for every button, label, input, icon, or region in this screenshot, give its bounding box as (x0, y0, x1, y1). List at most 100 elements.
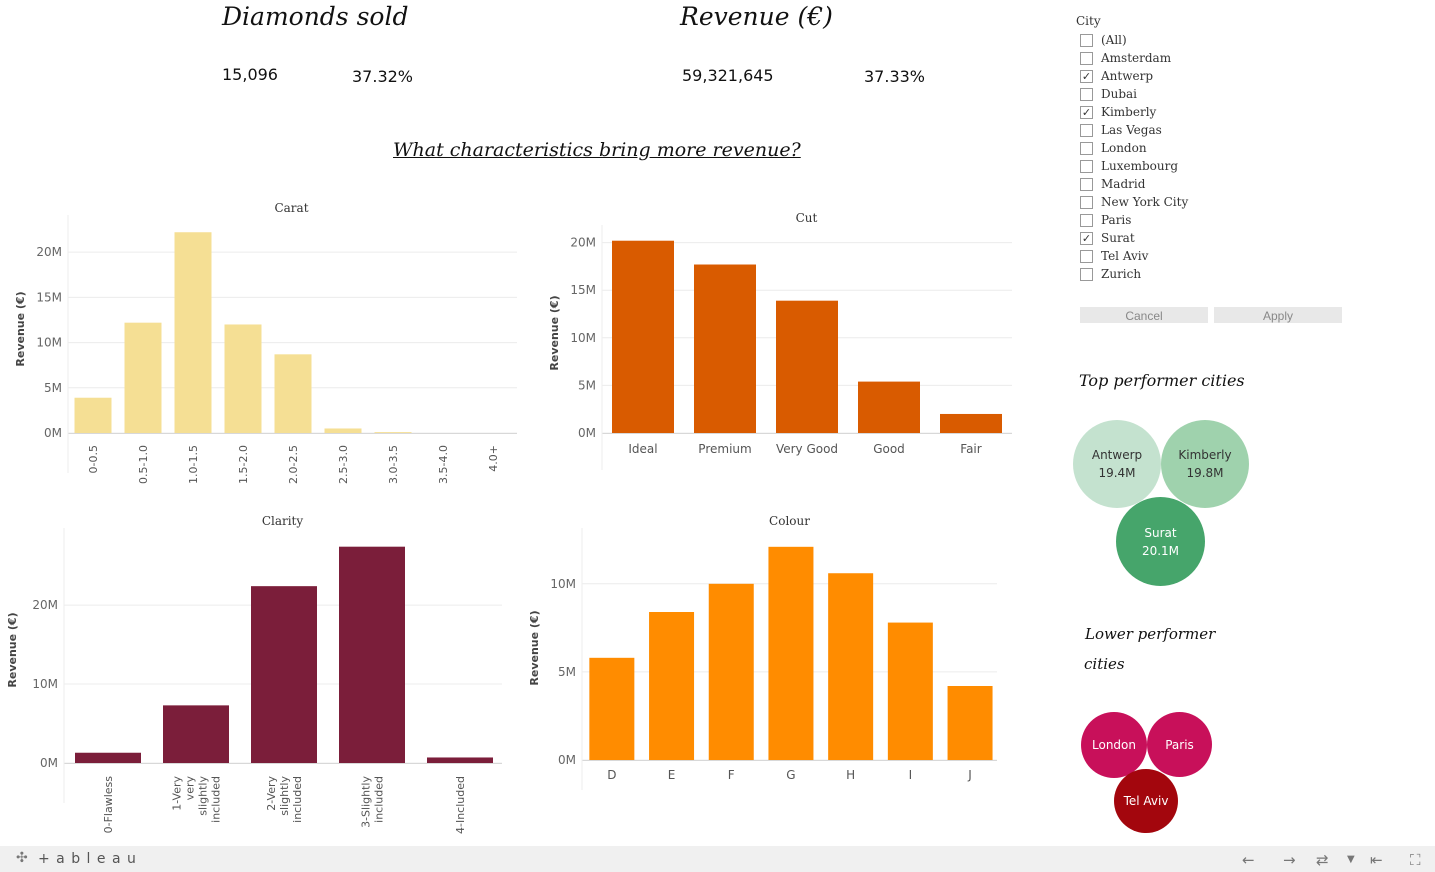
bubble-antwerp[interactable]: Antwerp 19.4M (1073, 420, 1161, 508)
colour-bar-i[interactable] (887, 622, 933, 760)
clarity-bar-3-slightly-included[interactable] (339, 546, 405, 763)
city-filter-list: (All) Amsterdam ✓ Antwerp Dubai ✓ Kimberly Las … (1080, 31, 1260, 291)
checkbox[interactable] (1080, 249, 1093, 263)
cut-ytick-label: 5M (578, 378, 596, 392)
tableau-logo-icon[interactable]: ✣ (16, 850, 28, 866)
city-option-label: Luxembourg (1101, 159, 1178, 173)
revert-icon[interactable]: ⇄ (1316, 851, 1329, 869)
city-option[interactable]: Luxembourg (1080, 157, 1178, 175)
reset-icon[interactable]: ⇤ (1370, 851, 1383, 869)
bubble-kimberly[interactable]: Kimberly 19.8M (1161, 420, 1249, 508)
cut-category-label: Ideal (628, 442, 657, 456)
lower-cities-title-line2: cities (1084, 655, 1125, 673)
fullscreen-icon[interactable]: ⛶ (1410, 851, 1421, 869)
city-option[interactable]: Paris (1080, 211, 1131, 229)
city-option[interactable]: ✓ Antwerp (1080, 67, 1153, 85)
clarity-bar-4-included[interactable] (427, 757, 493, 763)
carat-bar-3-0-3-5[interactable] (374, 432, 412, 433)
colour-bar-d[interactable] (589, 657, 635, 760)
clarity-category-label: slightly (278, 776, 291, 816)
colour-category-label: H (846, 768, 855, 782)
cut-bar-very-good[interactable] (776, 300, 838, 433)
city-option[interactable]: Amsterdam (1080, 49, 1171, 67)
undo-icon[interactable]: ← (1242, 851, 1255, 869)
carat-ytick-label: 15M (36, 290, 62, 304)
city-option[interactable]: Zurich (1080, 265, 1141, 283)
checkbox[interactable] (1080, 87, 1093, 101)
chevron-down-icon[interactable]: ▼ (1347, 854, 1355, 865)
colour-category-label: D (607, 768, 616, 782)
cut-category-label: Premium (698, 442, 751, 456)
cancel-button[interactable]: Cancel (1080, 307, 1208, 323)
city-option[interactable]: Las Vegas (1080, 121, 1162, 139)
clarity-category-label: 3-Slightly (360, 776, 373, 828)
cut-bar-ideal[interactable] (612, 240, 674, 433)
checkbox[interactable] (1080, 141, 1093, 155)
city-option[interactable]: Tel Aviv (1080, 247, 1148, 265)
city-option[interactable]: New York City (1080, 193, 1188, 211)
colour-chart-svg: 0M 5M 10M D E F G H I J Revenue (€) (528, 528, 997, 790)
bubble-tel-aviv[interactable]: Tel Aviv (1114, 769, 1178, 833)
clarity-category-label: very (184, 776, 197, 801)
cut-bar-good[interactable] (858, 381, 920, 433)
checkbox[interactable] (1080, 51, 1093, 65)
carat-category-label: 0-0.5 (87, 445, 100, 473)
checkbox[interactable] (1080, 159, 1093, 173)
colour-category-label: I (909, 768, 913, 782)
city-option-label: Tel Aviv (1101, 249, 1149, 263)
cut-bar-premium[interactable] (694, 264, 756, 433)
cut-ytick-label: 0M (578, 426, 596, 440)
city-option-label: London (1101, 141, 1147, 155)
city-option[interactable]: (All) (1080, 31, 1127, 49)
city-option[interactable]: London (1080, 139, 1147, 157)
bubble-surat[interactable]: Surat 20.1M (1116, 497, 1205, 586)
bubble-surat-value: 20.1M (1141, 543, 1180, 558)
clarity-bar-1-very-very-slightly-included[interactable] (163, 705, 229, 763)
city-option[interactable]: ✓ Surat (1080, 229, 1135, 247)
colour-ytick-label: 5M (558, 665, 576, 679)
checkbox[interactable] (1080, 177, 1093, 191)
city-option[interactable]: Madrid (1080, 175, 1145, 193)
bubble-antwerp-name: Antwerp (1091, 448, 1143, 462)
colour-bar-e[interactable] (649, 612, 695, 760)
checkbox-checked[interactable]: ✓ (1080, 105, 1093, 119)
bubble-kimberly-name: Kimberly (1178, 448, 1232, 462)
carat-bar-2-5-3-0[interactable] (324, 428, 362, 433)
redo-icon[interactable]: → (1283, 851, 1296, 869)
cut-ytick-label: 10M (570, 331, 596, 345)
checkbox[interactable] (1080, 123, 1093, 137)
carat-category-label: 3.5-4.0 (437, 445, 450, 484)
checkbox[interactable] (1080, 195, 1093, 209)
carat-bar-1-0-1-5[interactable] (174, 232, 212, 433)
colour-bar-f[interactable] (708, 583, 754, 760)
colour-bar-j[interactable] (947, 686, 993, 760)
carat-bar-0-5-1-0[interactable] (124, 322, 162, 433)
bubble-london[interactable]: London (1081, 712, 1147, 778)
checkbox-checked[interactable]: ✓ (1080, 69, 1093, 83)
checkbox[interactable] (1080, 267, 1093, 281)
carat-bar-1-5-2-0[interactable] (224, 324, 262, 433)
checkbox[interactable] (1080, 213, 1093, 227)
colour-chart: Colour 0M 5M 10M D E F G H I J Revenue (€) (520, 508, 1010, 790)
cut-bar-fair[interactable] (940, 413, 1002, 433)
city-option[interactable]: Dubai (1080, 85, 1137, 103)
carat-category-label: 1.5-2.0 (237, 445, 250, 484)
clarity-bar-0-flawless[interactable] (75, 752, 141, 763)
diamonds-sold-pct: 37.32% (352, 67, 414, 86)
clarity-category-label: 2-Very (265, 776, 278, 811)
colour-bar-h[interactable] (828, 573, 874, 760)
city-option[interactable]: ✓ Kimberly (1080, 103, 1156, 121)
carat-bar-2-0-2-5[interactable] (274, 354, 312, 433)
city-option-label: Kimberly (1101, 105, 1157, 119)
tableau-brand[interactable]: + a b l e a u (38, 851, 137, 867)
checkbox[interactable] (1080, 33, 1093, 47)
carat-bar-0-0-5[interactable] (74, 397, 112, 433)
clarity-category-label: included (210, 776, 223, 823)
bubble-tel-aviv-name: Tel Aviv (1123, 794, 1169, 808)
colour-bar-g[interactable] (768, 546, 814, 760)
clarity-bar-2-very-slightly-included[interactable] (251, 586, 317, 763)
bubble-paris[interactable]: Paris (1147, 712, 1212, 777)
checkbox-checked[interactable]: ✓ (1080, 231, 1093, 245)
colour-ytick-label: 0M (558, 753, 576, 767)
apply-button[interactable]: Apply (1214, 307, 1342, 323)
